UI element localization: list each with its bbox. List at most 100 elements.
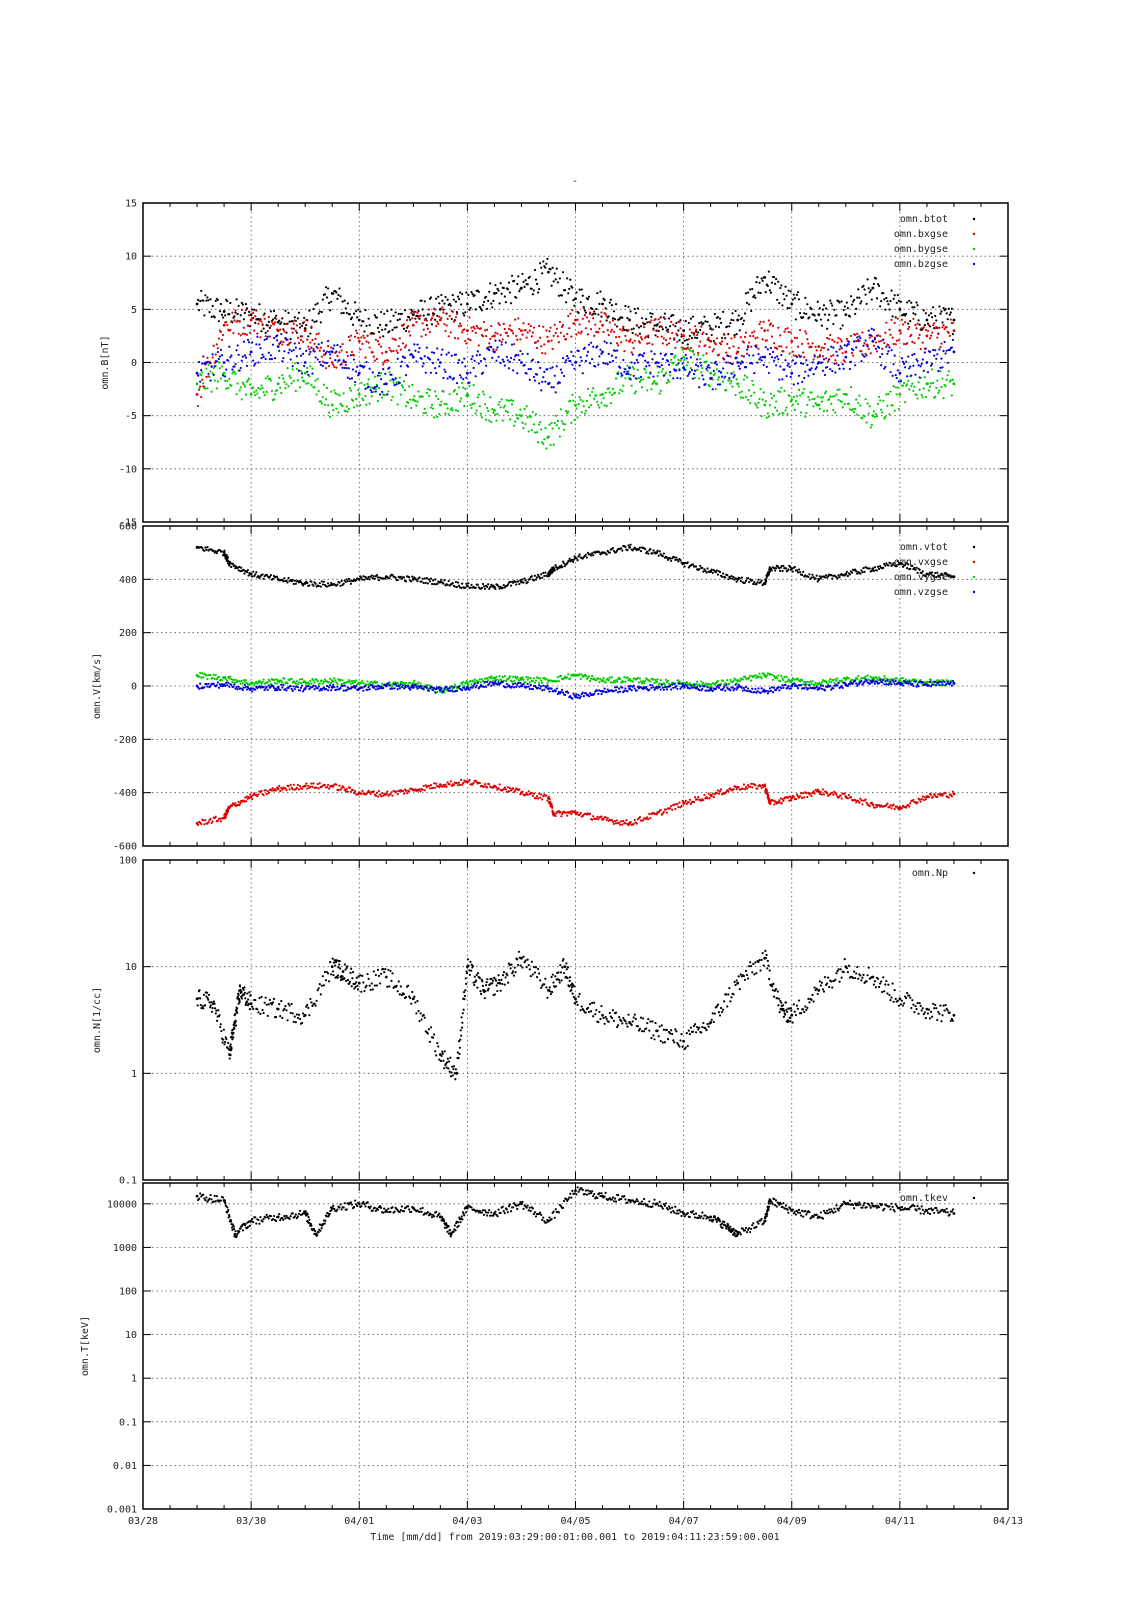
- data-point: [831, 338, 834, 341]
- data-point: [410, 406, 413, 410]
- data-point: [422, 328, 425, 331]
- data-point: [733, 336, 736, 339]
- data-point: [267, 791, 270, 795]
- data-point: [264, 331, 267, 334]
- data-point: [516, 372, 519, 375]
- data-point: [942, 577, 945, 580]
- data-point: [476, 396, 479, 399]
- data-point: [849, 360, 853, 363]
- data-point: [410, 311, 413, 315]
- data-point: [242, 326, 245, 329]
- data-point: [601, 323, 604, 327]
- data-point: [627, 328, 630, 332]
- data-point: [916, 304, 919, 307]
- legend-marker: [972, 232, 976, 236]
- data-point: [317, 332, 320, 335]
- data-point: [792, 795, 795, 798]
- data-point: [396, 357, 399, 360]
- data-point: [327, 301, 331, 305]
- data-point: [814, 367, 817, 371]
- data-point: [539, 366, 542, 370]
- data-point: [820, 361, 824, 364]
- data-point: [357, 388, 360, 392]
- data-point: [925, 334, 929, 338]
- data-point: [715, 792, 718, 795]
- data-point: [868, 405, 871, 408]
- data-point: [272, 398, 276, 401]
- data-point: [522, 322, 525, 325]
- data-point: [409, 398, 412, 401]
- data-point: [435, 297, 438, 300]
- data-point: [408, 576, 411, 579]
- data-point: [344, 307, 347, 310]
- data-point: [582, 307, 585, 310]
- data-point: [718, 790, 722, 793]
- data-point: [938, 389, 941, 392]
- data-point: [712, 796, 715, 799]
- data-point: [714, 571, 717, 574]
- data-point: [222, 551, 226, 555]
- data-point: [848, 408, 852, 411]
- data-point: [808, 398, 811, 402]
- data-point: [648, 812, 651, 815]
- data-point: [251, 575, 254, 578]
- data-point: [274, 317, 278, 320]
- data-point: [821, 369, 825, 372]
- data-point: [888, 346, 891, 349]
- data-point: [518, 327, 521, 331]
- data-point: [815, 349, 818, 352]
- data-point: [585, 316, 589, 319]
- data-point: [544, 380, 547, 383]
- data-point: [690, 337, 694, 340]
- data-point: [756, 406, 759, 409]
- data-point: [417, 681, 420, 684]
- data-point: [885, 321, 888, 324]
- data-point: [455, 393, 459, 396]
- data-point: [924, 395, 927, 399]
- data-point: [492, 411, 495, 414]
- data-point: [787, 330, 790, 334]
- data-point: [545, 447, 548, 450]
- data-point: [685, 364, 688, 367]
- data-point: [418, 788, 421, 791]
- data-point: [910, 384, 913, 388]
- data-point: [514, 789, 517, 792]
- data-point: [299, 369, 303, 373]
- data-point: [945, 326, 948, 329]
- y-tick-label: 0: [131, 682, 137, 693]
- data-point: [232, 678, 235, 682]
- data-point: [740, 576, 743, 579]
- data-point: [324, 367, 328, 370]
- data-point: [598, 355, 601, 358]
- data-point: [571, 558, 574, 561]
- data-point: [420, 299, 423, 302]
- data-point: [876, 282, 880, 286]
- data-point: [705, 332, 708, 336]
- data-point: [492, 348, 495, 351]
- data-point: [335, 291, 338, 294]
- data-point: [605, 319, 608, 322]
- data-point: [527, 790, 530, 793]
- data-point: [788, 795, 792, 798]
- data-point: [256, 335, 259, 338]
- data-point: [861, 571, 864, 574]
- data-point: [552, 443, 555, 446]
- data-point: [378, 793, 382, 796]
- data-point: [782, 350, 785, 353]
- data-point: [603, 299, 606, 302]
- data-point: [912, 317, 915, 321]
- data-point: [621, 823, 624, 826]
- data-point: [440, 353, 443, 356]
- data-point: [751, 287, 754, 291]
- data-point: [947, 796, 950, 799]
- data-point: [495, 348, 498, 351]
- data-point: [939, 346, 942, 349]
- data-point: [373, 314, 376, 317]
- data-point: [743, 335, 747, 339]
- data-point: [784, 567, 788, 570]
- data-point: [687, 372, 690, 375]
- data-point: [482, 585, 486, 588]
- data-point: [504, 341, 507, 344]
- data-point: [722, 367, 725, 370]
- data-point: [758, 397, 761, 400]
